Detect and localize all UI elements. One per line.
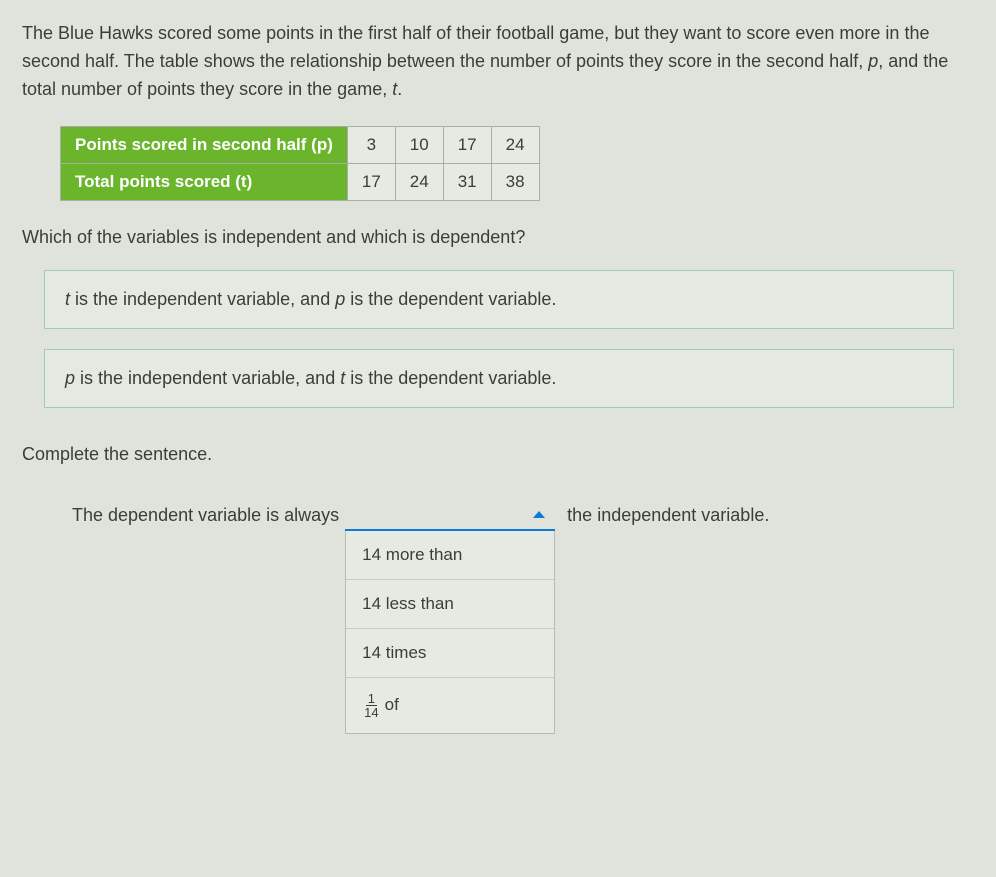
fraction-numerator: 1 [366, 692, 377, 706]
chevron-up-icon [533, 511, 545, 518]
answer1-mid: is the independent variable, and [70, 289, 335, 309]
dropdown-option-less-than[interactable]: 14 less than [346, 580, 554, 629]
fraction-suffix: of [385, 695, 399, 715]
answer-option-2[interactable]: p is the independent variable, and t is … [44, 349, 954, 408]
dropdown-option-more-than[interactable]: 14 more than [346, 531, 554, 580]
cell-p-1: 10 [395, 126, 443, 163]
fraction-denominator: 14 [362, 706, 380, 719]
sentence-row: The dependent variable is always 14 more… [72, 505, 974, 734]
complete-sentence-label: Complete the sentence. [22, 444, 974, 465]
intro-text-1: The Blue Hawks scored some points in the… [22, 23, 929, 71]
data-table: Points scored in second half (p) 3 10 17… [60, 126, 540, 201]
dropdown-option-times[interactable]: 14 times [346, 629, 554, 678]
answer-option-1[interactable]: t is the independent variable, and p is … [44, 270, 954, 329]
answer1-var2: p [335, 289, 345, 309]
fraction-icon: 1 14 [362, 692, 380, 719]
sentence-right: the independent variable. [567, 505, 769, 526]
cell-t-3: 38 [491, 163, 539, 200]
cell-p-3: 24 [491, 126, 539, 163]
cell-p-0: 3 [347, 126, 395, 163]
sentence-left: The dependent variable is always [72, 505, 339, 526]
row-header-p: Points scored in second half (p) [61, 126, 348, 163]
row-header-t: Total points scored (t) [61, 163, 348, 200]
table-row: Total points scored (t) 17 24 31 38 [61, 163, 540, 200]
dropdown-option-fraction-of[interactable]: 1 14 of [346, 678, 554, 733]
dropdown-list: 14 more than 14 less than 14 times 1 14 … [345, 531, 555, 734]
cell-p-2: 17 [443, 126, 491, 163]
cell-t-2: 31 [443, 163, 491, 200]
answer1-end: is the dependent variable. [345, 289, 556, 309]
answer2-end: is the dependent variable. [345, 368, 556, 388]
cell-t-0: 17 [347, 163, 395, 200]
answer2-mid: is the independent variable, and [75, 368, 340, 388]
answer2-var1: p [65, 368, 75, 388]
relationship-dropdown[interactable]: 14 more than 14 less than 14 times 1 14 … [345, 505, 555, 734]
dropdown-selected[interactable] [345, 505, 555, 531]
problem-intro: The Blue Hawks scored some points in the… [22, 20, 974, 104]
intro-var-p: p [868, 51, 878, 71]
question-text: Which of the variables is independent an… [22, 227, 974, 248]
intro-text-3: . [397, 79, 402, 99]
table-row: Points scored in second half (p) 3 10 17… [61, 126, 540, 163]
cell-t-1: 24 [395, 163, 443, 200]
